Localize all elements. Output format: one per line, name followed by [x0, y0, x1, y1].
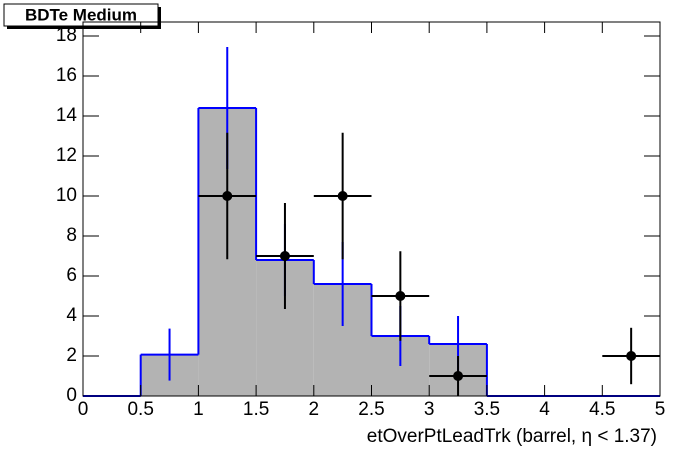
x-tick-label: 0	[78, 399, 89, 420]
x-tick-label: 2.5	[358, 399, 384, 420]
x-tick-label: 0.5	[127, 399, 153, 420]
x-tick-label: 3	[424, 399, 435, 420]
x-tick-label: 3.5	[474, 399, 500, 420]
y-tick-label: 0	[66, 385, 77, 406]
data-point	[626, 351, 637, 361]
y-tick-label: 12	[56, 145, 77, 166]
x-axis-label: etOverPtLeadTrk (barrel, η < 1.37)	[367, 426, 657, 447]
title-box	[3, 3, 159, 27]
data-point	[337, 191, 348, 201]
y-tick-label: 10	[56, 185, 77, 206]
y-tick-label: 4	[66, 305, 77, 326]
y-tick-label: 2	[66, 345, 77, 366]
y-tick-label: 18	[56, 25, 77, 46]
x-tick-label: 5	[655, 399, 666, 420]
data-point	[395, 291, 406, 301]
y-tick-label: 14	[56, 105, 78, 126]
chart-title: BDTe Medium	[25, 5, 137, 24]
x-tick-label: 4	[539, 399, 550, 420]
data-point	[279, 251, 290, 261]
x-tick-label: 1	[193, 399, 204, 420]
y-tick-label: 6	[66, 265, 77, 286]
y-tick-label: 8	[66, 225, 77, 246]
x-tick-label: 4.5	[589, 399, 615, 420]
data-point	[222, 191, 233, 201]
x-tick-label: 1.5	[243, 399, 269, 420]
y-tick-label: 16	[56, 65, 77, 86]
data-point	[453, 371, 464, 381]
x-tick-label: 2	[309, 399, 320, 420]
